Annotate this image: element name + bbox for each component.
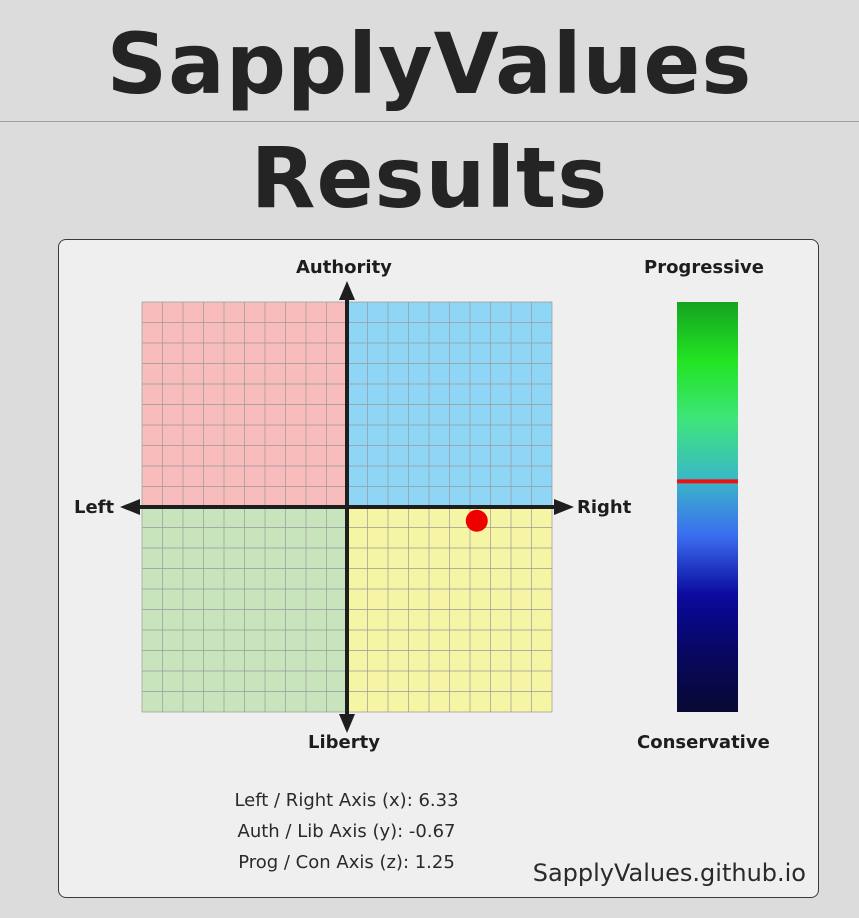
- page-title-line-1: SapplyValues: [106, 15, 753, 113]
- arrow-up: [339, 281, 355, 300]
- label-progressive: Progressive: [644, 257, 764, 278]
- result-marker: [465, 509, 488, 532]
- prog-con-bar: [677, 302, 738, 712]
- results-chart: [120, 281, 738, 733]
- page-title-line-2: Results: [250, 129, 609, 227]
- header-divider: [0, 121, 859, 122]
- label-liberty: Liberty: [308, 732, 380, 753]
- arrow-right: [554, 499, 574, 515]
- arrow-left: [120, 499, 140, 515]
- x-axis-score: Left / Right Axis (x): 6.33: [234, 790, 459, 811]
- score-summary: Left / Right Axis (x): 6.33 Auth / Lib A…: [209, 785, 484, 878]
- label-authority: Authority: [296, 257, 392, 278]
- results-card: Authority Liberty Left Right Progressive…: [58, 239, 819, 898]
- y-axis-score: Auth / Lib Axis (y): -0.67: [237, 821, 456, 842]
- z-axis-score: Prog / Con Axis (z): 1.25: [238, 852, 455, 873]
- label-conservative: Conservative: [637, 732, 770, 753]
- arrow-down: [339, 714, 355, 733]
- site-url: SapplyValues.github.io: [532, 859, 806, 887]
- label-left: Left: [74, 497, 115, 518]
- label-right: Right: [577, 497, 632, 518]
